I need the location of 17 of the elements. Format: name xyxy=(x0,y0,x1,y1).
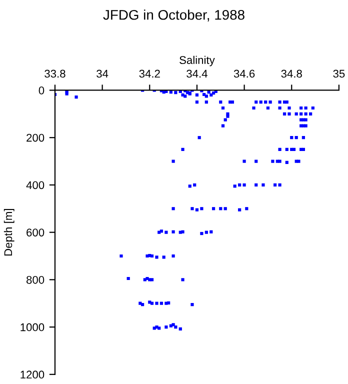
y-tick-label: 400 xyxy=(26,181,44,190)
y-tick-label: 200 xyxy=(26,134,44,142)
x-tick-label: 33.8 xyxy=(44,70,66,78)
x-tick-label: 34.6 xyxy=(234,70,255,78)
x-tick-label: 34.4 xyxy=(186,70,208,78)
chart-title: JFDG in October, 1988 xyxy=(103,10,244,22)
y-tick-label: 1000 xyxy=(20,323,44,332)
x-axis-title: Salinity xyxy=(180,56,215,66)
x-tick-label: 34.2 xyxy=(139,70,160,78)
y-tick-label: 1200 xyxy=(20,370,44,379)
y-axis-title: Depth [m] xyxy=(4,209,14,256)
y-tick-label: 0 xyxy=(38,86,44,94)
x-tick-label: 34.8 xyxy=(281,70,302,78)
y-tick-label: 800 xyxy=(26,276,44,284)
x-tick-label: 34 xyxy=(96,70,108,78)
x-tick-label: 35 xyxy=(333,70,345,78)
y-tick-label: 600 xyxy=(26,228,44,236)
